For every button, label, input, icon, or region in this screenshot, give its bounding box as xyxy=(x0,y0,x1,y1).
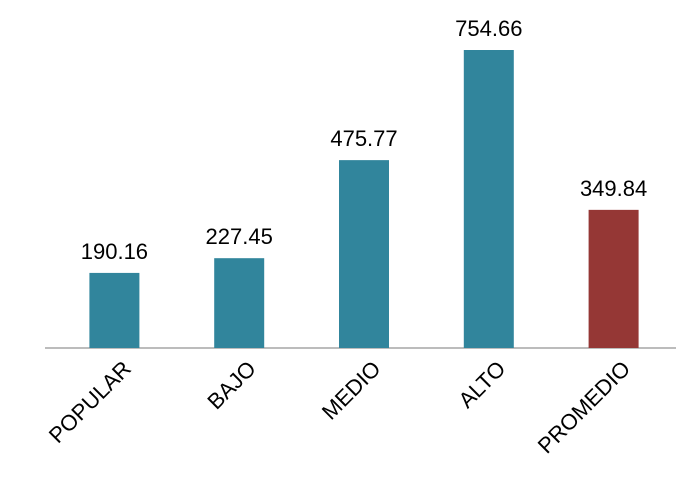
data-label: 475.77 xyxy=(330,126,397,151)
x-tick-label: BAJO xyxy=(202,356,260,414)
data-label: 190.16 xyxy=(81,239,148,264)
bar xyxy=(339,160,389,348)
bar xyxy=(588,209,639,348)
bar xyxy=(214,258,265,348)
x-tick-label: MEDIO xyxy=(317,356,386,425)
x-tick-label: POPULAR xyxy=(44,356,136,448)
bar xyxy=(89,272,140,348)
data-label: 349.84 xyxy=(580,176,647,201)
x-tick-label: PROMEDIO xyxy=(533,356,635,458)
bar xyxy=(463,50,514,348)
data-label: 754.66 xyxy=(455,16,522,41)
x-tick-label: ALTO xyxy=(453,356,510,413)
data-label: 227.45 xyxy=(206,224,273,249)
